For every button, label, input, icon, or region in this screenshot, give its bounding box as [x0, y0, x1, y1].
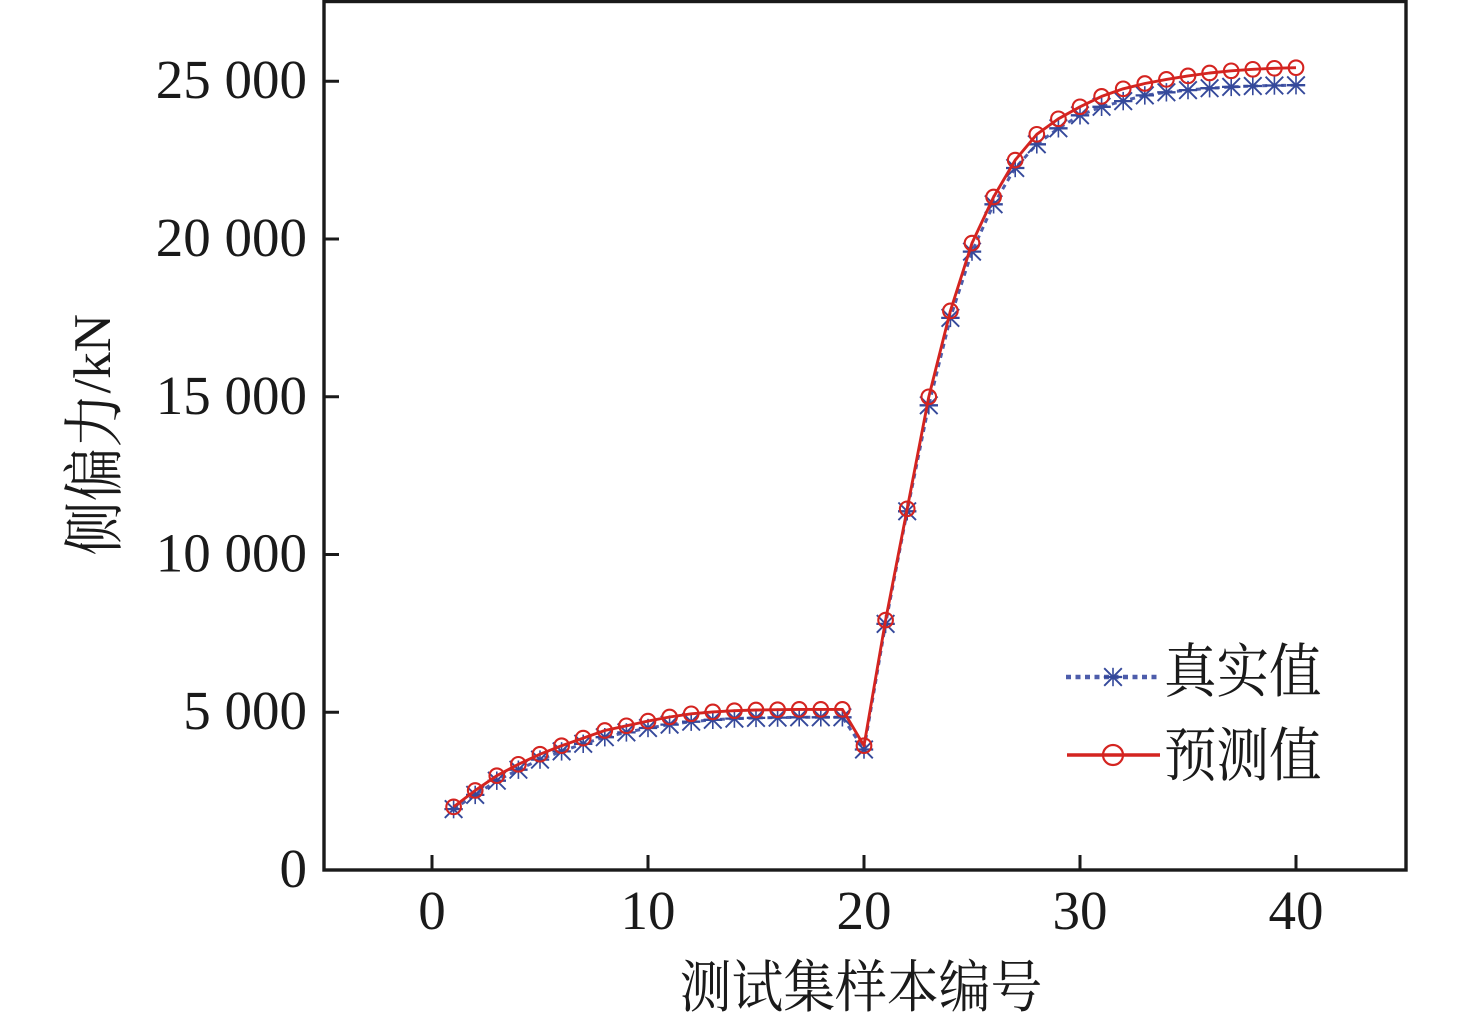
svg-text:15 000: 15 000 — [156, 365, 307, 426]
svg-text:10: 10 — [621, 880, 676, 941]
svg-text:0: 0 — [280, 838, 308, 899]
svg-text:10 000: 10 000 — [156, 523, 307, 584]
svg-text:20 000: 20 000 — [156, 207, 307, 268]
svg-text:0: 0 — [418, 880, 446, 941]
svg-text:/kN: /kN — [64, 314, 122, 394]
svg-text:25 000: 25 000 — [156, 49, 307, 110]
svg-text:20: 20 — [837, 880, 892, 941]
svg-text:5 000: 5 000 — [183, 680, 307, 741]
svg-text:40: 40 — [1269, 880, 1324, 941]
svg-text:30: 30 — [1053, 880, 1108, 941]
